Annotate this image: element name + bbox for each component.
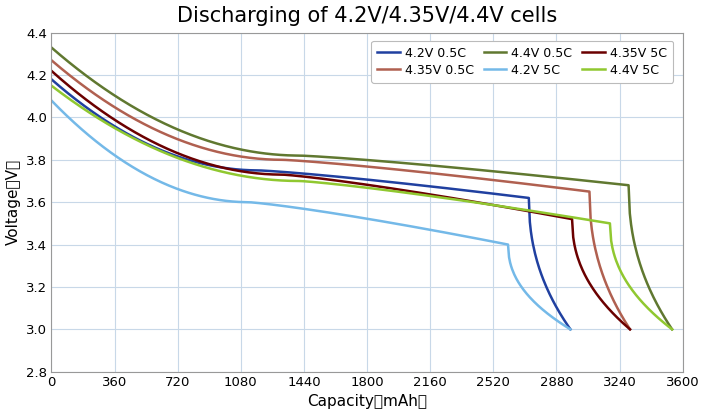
Line: 4.4V 0.5C: 4.4V 0.5C (51, 47, 672, 330)
Line: 4.2V 5C: 4.2V 5C (51, 100, 570, 330)
4.35V 5C (626, 327, 634, 332)
4.2V 5C (553, 319, 562, 324)
4.35V 5C (522, 208, 530, 213)
4.4V 5C (417, 192, 425, 197)
4.4V 5C (668, 327, 676, 332)
Line: 4.35V 0.5C: 4.35V 0.5C (51, 60, 630, 330)
4.2V 0.5C (356, 176, 364, 181)
4.2V 5C (566, 327, 575, 332)
Line: 4.4V 5C: 4.4V 5C (51, 85, 672, 330)
4.2V 0.5C (328, 173, 336, 178)
4.4V 0.5C (556, 176, 565, 181)
4.4V 0.5C (417, 162, 425, 167)
4.35V 5C (326, 177, 334, 182)
4.4V 0.5C (668, 327, 676, 332)
4.35V 0.5C (391, 167, 400, 172)
4.2V 5C (472, 236, 481, 241)
4.2V 0.5C (472, 189, 481, 194)
4.35V 5C (322, 177, 331, 182)
Line: 4.35V 5C: 4.35V 5C (51, 71, 630, 330)
4.35V 5C (612, 314, 620, 319)
4.4V 5C (556, 213, 565, 218)
4.4V 5C (342, 183, 350, 188)
4.35V 0.5C (326, 161, 334, 166)
X-axis label: Capacity（mAh）: Capacity（mAh） (307, 394, 427, 410)
4.2V 0.5C (294, 171, 302, 176)
4.4V 5C (47, 83, 56, 88)
4.4V 0.5C (47, 45, 56, 50)
4.35V 5C (391, 187, 400, 192)
Title: Discharging of 4.2V/4.35V/4.4V cells: Discharging of 4.2V/4.35V/4.4V cells (177, 5, 557, 26)
4.35V 5C (47, 68, 56, 73)
Line: 4.2V 0.5C: 4.2V 0.5C (51, 79, 570, 330)
4.35V 0.5C (322, 160, 331, 165)
4.35V 0.5C (360, 164, 369, 169)
4.4V 0.5C (345, 156, 354, 161)
Y-axis label: Voltage（V）: Voltage（V） (6, 159, 20, 245)
4.4V 0.5C (383, 159, 391, 164)
4.4V 0.5C (342, 156, 350, 161)
4.4V 0.5C (653, 302, 661, 307)
4.35V 0.5C (626, 327, 634, 332)
4.2V 5C (294, 205, 302, 210)
4.2V 0.5C (566, 327, 575, 332)
4.35V 0.5C (47, 58, 56, 63)
4.35V 0.5C (612, 303, 620, 308)
4.4V 5C (383, 188, 391, 193)
4.2V 5C (356, 215, 364, 220)
4.4V 5C (653, 315, 661, 320)
4.4V 5C (345, 183, 354, 188)
4.2V 5C (328, 210, 336, 215)
4.2V 0.5C (297, 171, 305, 176)
4.35V 0.5C (522, 181, 530, 186)
Legend: 4.2V 0.5C, 4.35V 0.5C, 4.4V 0.5C, 4.2V 5C, 4.35V 5C, 4.4V 5C: 4.2V 0.5C, 4.35V 0.5C, 4.4V 0.5C, 4.2V 5… (372, 41, 673, 83)
4.35V 5C (360, 182, 369, 187)
4.2V 5C (47, 98, 56, 103)
4.2V 5C (297, 206, 305, 211)
4.2V 0.5C (47, 77, 56, 82)
4.2V 0.5C (553, 308, 562, 312)
